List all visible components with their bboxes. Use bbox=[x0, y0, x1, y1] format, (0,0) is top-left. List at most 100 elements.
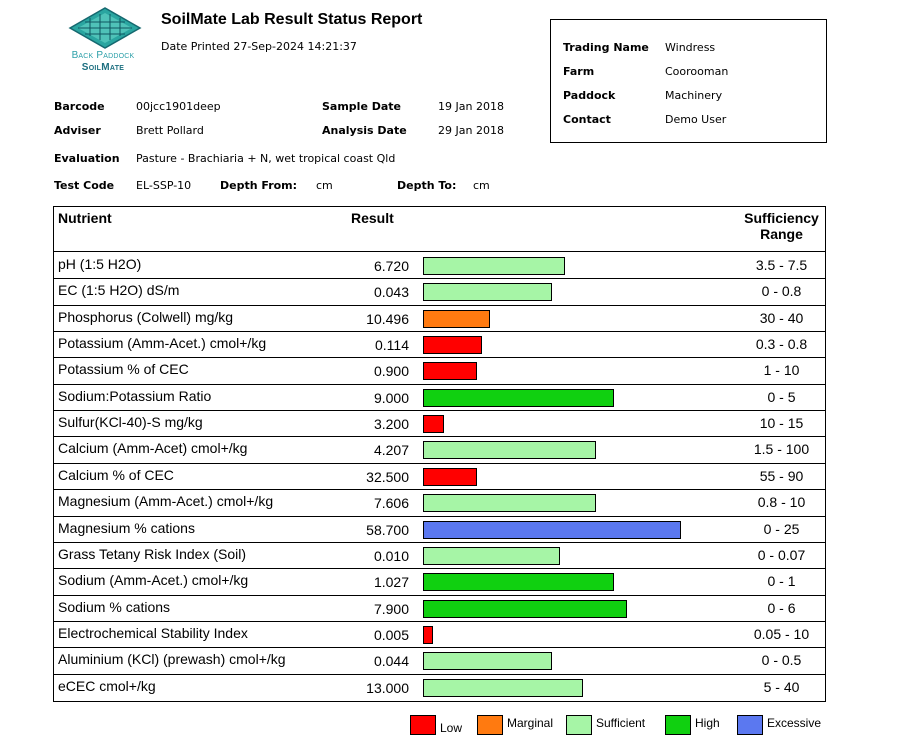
result-value: 7.606 bbox=[373, 495, 409, 512]
table-row: Magnesium (Amm-Acet.) cmol+/kg 7.606 0.8 -… bbox=[54, 489, 825, 515]
nutrient-label: Phosphorus (Colwell) mg/kg bbox=[58, 308, 234, 325]
header-divider bbox=[54, 251, 825, 252]
test-code-label: Test Code bbox=[54, 179, 115, 192]
farm-value: Coorooman bbox=[665, 65, 729, 78]
result-value: 0.010 bbox=[373, 547, 409, 564]
table-row: Potassium (Amm-Acet.) cmol+/kg 0.114 0.3 -… bbox=[54, 331, 825, 357]
table-row: Sodium % cations 7.900 0 - 6 bbox=[54, 595, 825, 621]
row-divider bbox=[54, 489, 825, 491]
result-value: 0.005 bbox=[373, 626, 409, 643]
nutrient-label: Magnesium % cations bbox=[58, 519, 195, 536]
trading-name-value: Windress bbox=[665, 41, 716, 54]
col-header-result: Result bbox=[351, 210, 394, 226]
status-bar bbox=[423, 336, 482, 355]
table-row: EC (1:5 H2O) dS/m 0.043 0 - 0.8 bbox=[54, 278, 825, 304]
nutrient-label: eCEC cmol+/kg bbox=[58, 677, 156, 694]
sufficiency-range: 0 - 1 bbox=[767, 573, 796, 590]
nutrient-label: Calcium % of CEC bbox=[58, 466, 174, 483]
sufficiency-range: 0 - 0.5 bbox=[761, 652, 802, 669]
nutrient-label: Grass Tetany Risk Index (Soil) bbox=[58, 545, 247, 562]
adviser-value: Brett Pollard bbox=[136, 124, 204, 137]
sufficiency-range: 1 - 10 bbox=[763, 362, 800, 379]
sufficiency-range: 0 - 0.8 bbox=[761, 283, 802, 300]
row-divider bbox=[54, 357, 825, 359]
sufficiency-range: 0 - 0.07 bbox=[757, 546, 806, 563]
paddock-value: Machinery bbox=[665, 89, 723, 102]
analysis-date-label: Analysis Date bbox=[322, 124, 407, 137]
sufficiency-range: 55 - 90 bbox=[759, 467, 804, 484]
result-value: 4.207 bbox=[373, 442, 409, 459]
legend-label: Low bbox=[440, 721, 463, 735]
sufficiency-range: 3.5 - 7.5 bbox=[755, 257, 808, 273]
status-bar bbox=[423, 441, 596, 460]
result-value: 1.027 bbox=[373, 574, 409, 591]
nutrient-label: Potassium (Amm-Acet.) cmol+/kg bbox=[58, 335, 267, 352]
table-row: Magnesium % cations 58.700 0 - 25 bbox=[54, 516, 825, 542]
legend-swatch bbox=[410, 715, 436, 735]
test-code-value: EL-SSP-10 bbox=[136, 179, 192, 192]
status-bar bbox=[423, 625, 433, 644]
status-bar bbox=[423, 467, 477, 486]
contact-value: Demo User bbox=[665, 113, 727, 126]
status-bar bbox=[423, 520, 681, 539]
sufficiency-range: 10 - 15 bbox=[759, 415, 804, 432]
row-divider bbox=[54, 568, 825, 570]
table-row: Calcium % of CEC 32.500 55 - 90 bbox=[54, 463, 825, 489]
farm-label: Farm bbox=[563, 65, 595, 78]
status-bar bbox=[423, 309, 490, 328]
logo-text-soilmate: SoilMate bbox=[81, 62, 125, 73]
table-row: pH (1:5 H2O) 6.720 3.5 - 7.5 bbox=[54, 252, 825, 278]
row-divider bbox=[54, 647, 825, 649]
sufficiency-range: 0 - 5 bbox=[767, 388, 796, 405]
table-row: eCEC cmol+/kg 13.000 5 - 40 bbox=[54, 674, 825, 700]
sufficiency-range: 30 - 40 bbox=[759, 309, 804, 326]
col-header-nutrient: Nutrient bbox=[58, 210, 112, 226]
table-row: Sodium (Amm-Acet.) cmol+/kg 1.027 0 - 1 bbox=[54, 568, 825, 594]
legend-label: Excessive bbox=[767, 716, 822, 730]
trading-name-label: Trading Name bbox=[563, 41, 649, 54]
row-divider bbox=[54, 331, 825, 333]
legend-swatch bbox=[477, 715, 503, 735]
result-value: 3.200 bbox=[373, 416, 409, 433]
sufficiency-range: 0 - 25 bbox=[763, 520, 800, 537]
nutrient-label: Magnesium (Amm-Acet.) cmol+/kg bbox=[58, 493, 274, 510]
row-divider bbox=[54, 462, 825, 464]
result-value: 10.496 bbox=[366, 310, 409, 327]
result-value: 0.044 bbox=[373, 653, 409, 670]
row-divider bbox=[54, 383, 825, 385]
col-header-range-line2: Range bbox=[760, 226, 803, 242]
result-value: 0.043 bbox=[373, 284, 409, 301]
status-bar bbox=[423, 652, 552, 671]
row-divider bbox=[54, 304, 825, 306]
table-row: Potassium % of CEC 0.900 1 - 10 bbox=[54, 357, 825, 383]
table-row: Sulfur(KCl-40)-S mg/kg 3.200 10 - 15 bbox=[54, 410, 825, 436]
sample-date-value: 19 Jan 2018 bbox=[438, 100, 504, 113]
barcode-label: Barcode bbox=[54, 100, 105, 113]
row-divider bbox=[54, 410, 825, 412]
status-bar bbox=[423, 573, 614, 592]
back-paddock-logo bbox=[60, 4, 150, 76]
row-divider bbox=[54, 620, 825, 622]
client-info-box: Trading Name Windress Farm Coorooman Pad… bbox=[550, 19, 827, 143]
status-bar bbox=[423, 599, 627, 618]
table-row: Aluminium (KCl) (prewash) cmol+/kg 0.044 0… bbox=[54, 647, 825, 673]
sufficiency-range: 0 - 6 bbox=[767, 599, 796, 616]
status-bar bbox=[423, 494, 596, 513]
table-row: Phosphorus (Colwell) mg/kg 10.496 30 - 40 bbox=[54, 305, 825, 331]
nutrient-label: Calcium (Amm-Acet) cmol+/kg bbox=[58, 440, 248, 457]
row-divider bbox=[54, 436, 825, 438]
row-divider bbox=[54, 594, 825, 596]
analysis-date-value: 29 Jan 2018 bbox=[438, 124, 504, 137]
depth-to-unit: cm bbox=[473, 179, 490, 192]
report-title: SoilMate Lab Result Status Report bbox=[161, 11, 423, 28]
result-value: 0.114 bbox=[375, 337, 409, 354]
results-table: Nutrient Result Sufficiency Range pH (1:… bbox=[53, 206, 826, 702]
nutrient-label: EC (1:5 H2O) dS/m bbox=[58, 282, 180, 299]
legend-label: Sufficient bbox=[596, 716, 646, 730]
logo-text-back-paddock: Back Paddock bbox=[71, 50, 135, 61]
status-bar bbox=[423, 415, 444, 434]
status-bar bbox=[423, 283, 552, 302]
nutrient-label: Sulfur(KCl-40)-S mg/kg bbox=[58, 414, 203, 431]
sufficiency-range: 5 - 40 bbox=[763, 678, 800, 695]
row-divider bbox=[54, 278, 825, 280]
